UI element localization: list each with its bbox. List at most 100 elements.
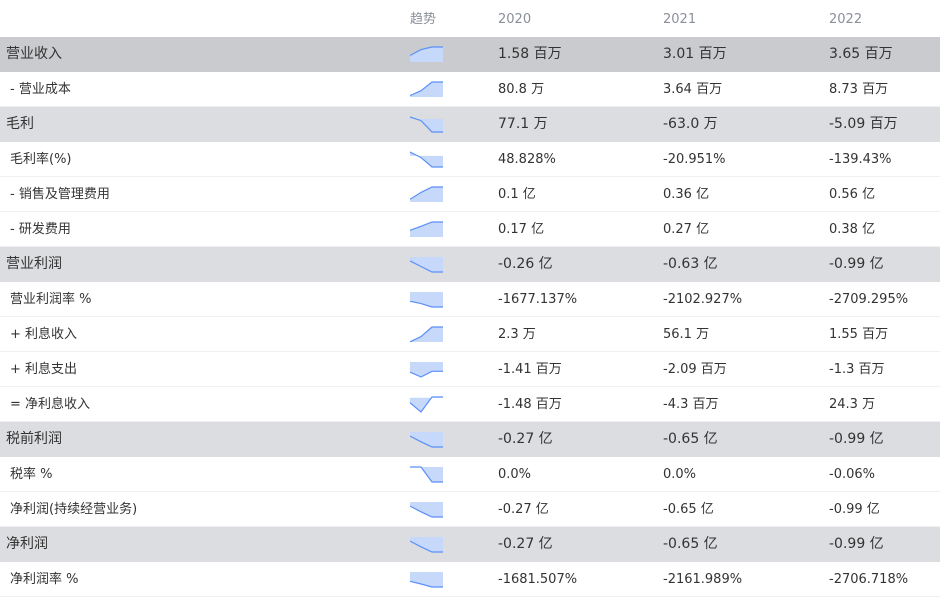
- trend-sparkline: [410, 81, 443, 97]
- row-label: 净利润(持续经营业务): [10, 502, 138, 517]
- value-2021: -2.09 百万: [663, 362, 727, 377]
- row-label: + 利息支出: [10, 362, 78, 377]
- table-row[interactable]: 净利润率 % -1681.507% -2161.989% -2706.718%: [0, 562, 940, 597]
- sparkline-line: [410, 46, 443, 57]
- table-row[interactable]: 净利润(持续经营业务) -0.27 亿 -0.65 亿 -0.99 亿: [0, 492, 940, 527]
- value-2020: 0.17 亿: [498, 222, 545, 237]
- row-label: 税前利润: [6, 431, 62, 447]
- value-2020: 0.0%: [498, 467, 532, 482]
- table-header: 趋势 2020 2021 2022: [0, 0, 940, 37]
- value-2021: -20.951%: [663, 152, 726, 167]
- value-2022: -2709.295%: [829, 292, 909, 307]
- value-2022: -0.99 亿: [829, 502, 880, 517]
- row-label: - 销售及管理费用: [10, 187, 110, 202]
- sparkline-area: [410, 572, 443, 587]
- table-row[interactable]: 税率 % 0.0% 0.0% -0.06%: [0, 457, 940, 492]
- value-2020: 77.1 万: [498, 116, 548, 132]
- table-row[interactable]: 营业利润 -0.26 亿 -0.63 亿 -0.99 亿: [0, 247, 940, 282]
- sparkline-area: [410, 152, 443, 167]
- value-2021: -0.65 亿: [663, 431, 718, 447]
- header-year-2020: 2020: [498, 12, 532, 27]
- table-row[interactable]: + 利息支出 -1.41 百万 -2.09 百万 -1.3 百万: [0, 352, 940, 387]
- value-2020: 0.1 亿: [498, 187, 536, 202]
- sparkline-area: [410, 117, 443, 132]
- value-2022: -0.99 亿: [829, 431, 884, 447]
- sparkline-line: [410, 221, 443, 231]
- value-2022: -2706.718%: [829, 572, 909, 587]
- sparkline-line: [410, 116, 443, 133]
- sparkline-area: [410, 47, 443, 62]
- row-label: 净利润率 %: [10, 572, 79, 587]
- table-row[interactable]: 营业收入 1.58 百万 3.01 百万 3.65 百万: [0, 37, 940, 72]
- value-2020: -0.26 亿: [498, 256, 553, 272]
- sparkline-area: [410, 432, 443, 447]
- sparkline-line: [410, 466, 443, 483]
- row-label: - 研发费用: [10, 222, 71, 237]
- value-2022: -0.99 亿: [829, 536, 884, 552]
- header-year-2022: 2022: [829, 12, 863, 27]
- trend-sparkline: [410, 537, 443, 553]
- sparkline-line: [410, 186, 443, 200]
- trend-sparkline: [410, 502, 443, 518]
- table-row[interactable]: 营业利润率 % -1677.137% -2102.927% -2709.295%: [0, 282, 940, 317]
- value-2020: 2.3 万: [498, 327, 536, 342]
- value-2021: -0.63 亿: [663, 256, 718, 272]
- value-2022: -0.99 亿: [829, 256, 884, 272]
- value-2021: -2102.927%: [663, 292, 743, 307]
- trend-sparkline: [410, 257, 443, 273]
- row-label: 毛利: [6, 116, 34, 132]
- sparkline-line: [410, 260, 443, 273]
- value-2020: -1677.137%: [498, 292, 578, 307]
- sparkline-area: [410, 222, 443, 237]
- value-2022: 3.65 百万: [829, 46, 893, 62]
- trend-sparkline: [410, 186, 443, 202]
- trend-sparkline: [410, 151, 443, 168]
- table-row[interactable]: 税前利润 -0.27 亿 -0.65 亿 -0.99 亿: [0, 422, 940, 457]
- table-row[interactable]: 净利润 -0.27 亿 -0.65 亿 -0.99 亿: [0, 527, 940, 562]
- value-2022: 8.73 百万: [829, 82, 889, 97]
- value-2021: -63.0 万: [663, 116, 718, 132]
- value-2021: 3.01 百万: [663, 46, 727, 62]
- trend-sparkline: [410, 326, 443, 343]
- value-2022: -5.09 百万: [829, 116, 898, 132]
- table-row[interactable]: - 研发费用 0.17 亿 0.27 亿 0.38 亿: [0, 212, 940, 247]
- sparkline-line: [410, 396, 443, 413]
- value-2022: 1.55 百万: [829, 327, 889, 342]
- value-2022: -0.06%: [829, 467, 875, 482]
- sparkline-line: [410, 81, 443, 97]
- value-2020: 1.58 百万: [498, 46, 562, 62]
- table-row[interactable]: 毛利 77.1 万 -63.0 万 -5.09 百万: [0, 107, 940, 142]
- value-2021: -0.65 亿: [663, 502, 714, 517]
- value-2022: 24.3 万: [829, 397, 876, 412]
- sparkline-area: [410, 82, 443, 97]
- value-2022: 0.38 亿: [829, 222, 876, 237]
- value-2021: 0.36 亿: [663, 187, 710, 202]
- value-2021: 0.27 亿: [663, 222, 710, 237]
- table-row[interactable]: - 销售及管理费用 0.1 亿 0.36 亿 0.56 亿: [0, 177, 940, 212]
- sparkline-line: [410, 435, 443, 448]
- sparkline-area: [410, 187, 443, 202]
- table-row[interactable]: - 营业成本 80.8 万 3.64 百万 8.73 百万: [0, 72, 940, 107]
- row-label: 净利润: [6, 536, 48, 552]
- table-row[interactable]: + 利息收入 2.3 万 56.1 万 1.55 百万: [0, 317, 940, 352]
- sparkline-line: [410, 300, 443, 308]
- value-2022: -1.3 百万: [829, 362, 885, 377]
- value-2021: 56.1 万: [663, 327, 710, 342]
- value-2021: 3.64 百万: [663, 82, 723, 97]
- header-trend: 趋势: [410, 12, 437, 27]
- value-2020: 80.8 万: [498, 82, 545, 97]
- sparkline-line: [410, 580, 443, 588]
- table-row[interactable]: = 净利息收入 -1.48 百万 -4.3 百万 24.3 万: [0, 387, 940, 422]
- trend-sparkline: [410, 432, 443, 448]
- value-2020: -1.48 百万: [498, 397, 562, 412]
- table-row[interactable]: 毛利率(%) 48.828% -20.951% -139.43%: [0, 142, 940, 177]
- trend-sparkline: [410, 572, 443, 588]
- sparkline-area: [410, 537, 443, 552]
- row-label: 营业利润率 %: [10, 292, 92, 307]
- value-2020: -0.27 亿: [498, 431, 553, 447]
- value-2020: 48.828%: [498, 152, 556, 167]
- sparkline-line: [410, 370, 443, 378]
- sparkline-line: [410, 151, 443, 168]
- value-2022: -139.43%: [829, 152, 892, 167]
- sparkline-line: [410, 326, 443, 343]
